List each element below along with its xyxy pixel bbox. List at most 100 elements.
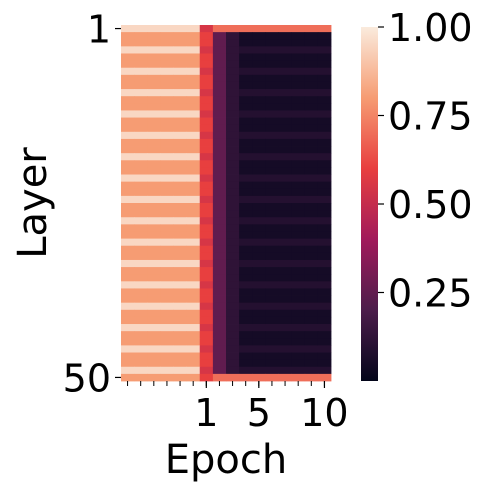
heatmap-cell [199, 373, 214, 382]
heatmap-cell [173, 238, 188, 247]
heatmap-cell [317, 324, 332, 332]
heatmap-cell [317, 46, 332, 54]
heatmap-cell [212, 110, 227, 118]
heatmap-cell [304, 331, 319, 339]
heatmap-cell [278, 259, 293, 268]
heatmap-cell [226, 96, 240, 104]
heatmap-cell [173, 324, 188, 332]
heatmap-cell [265, 217, 279, 225]
heatmap-cell [199, 39, 214, 47]
heatmap-cell [317, 345, 332, 353]
heatmap-cell [291, 53, 306, 61]
heatmap-cell [291, 195, 306, 204]
heatmap-cell [199, 60, 214, 69]
heatmap-cell [134, 89, 148, 97]
heatmap-cell [239, 117, 253, 126]
heatmap-cell [147, 295, 161, 304]
heatmap-cell [160, 32, 174, 40]
heatmap-cell [278, 338, 293, 346]
heatmap-cell [265, 110, 279, 118]
heatmap-cell [147, 245, 161, 254]
heatmap-cell [186, 217, 201, 225]
heatmap-cell [291, 259, 306, 268]
heatmap-cell [265, 46, 279, 54]
heatmap-cell [239, 281, 253, 289]
heatmap-cell [212, 203, 227, 211]
heatmap-cell [226, 295, 240, 304]
heatmap-cell [252, 74, 266, 83]
heatmap-cell [186, 174, 201, 183]
heatmap-cell [317, 32, 332, 40]
heatmap-cell [252, 309, 266, 318]
heatmap-cell [278, 153, 293, 161]
heatmap-cell [121, 359, 135, 368]
heatmap-cell [212, 67, 227, 76]
heatmap-cell [212, 146, 227, 154]
heatmap-cell [317, 39, 332, 47]
heatmap-cell [147, 352, 161, 361]
heatmap-cell [239, 60, 253, 69]
heatmap-cell [304, 217, 319, 225]
heatmap-cell [291, 316, 306, 325]
heatmap-cell [252, 252, 266, 261]
heatmap-cell [147, 81, 161, 90]
heatmap-cell [134, 267, 148, 275]
heatmap-cell [212, 295, 227, 304]
heatmap-cell [173, 60, 188, 69]
heatmap-cell [252, 174, 266, 183]
heatmap-cell [134, 167, 148, 175]
heatmap-cell [239, 103, 253, 111]
heatmap-cell [278, 252, 293, 261]
heatmap-cell [265, 309, 279, 318]
heatmap-cell [304, 110, 319, 118]
heatmap-cell [226, 267, 240, 275]
heatmap-cell [199, 267, 214, 275]
heatmap-cell [160, 274, 174, 282]
heatmap-cell [291, 103, 306, 111]
heatmap-cell [199, 103, 214, 111]
heatmap-cell [186, 146, 201, 154]
heatmap-cell [278, 352, 293, 361]
heatmap-cell [239, 110, 253, 118]
heatmap-cell [186, 274, 201, 282]
heatmap-cell [226, 181, 240, 190]
heatmap-cell [199, 366, 214, 375]
heatmap-cell [147, 345, 161, 353]
heatmap-cell [173, 117, 188, 126]
heatmap-cell [160, 53, 174, 61]
heatmap-cell [173, 345, 188, 353]
heatmap-cell [173, 359, 188, 368]
heatmap-cell [291, 252, 306, 261]
heatmap-cell [121, 203, 135, 211]
heatmap-cell [317, 316, 332, 325]
heatmap-cell [304, 309, 319, 318]
heatmap-cell [304, 138, 319, 147]
heatmap-cell [186, 345, 201, 353]
heatmap-cell [186, 103, 201, 111]
heatmap-cell [239, 345, 253, 353]
heatmap-cell [291, 25, 306, 33]
heatmap-cell [252, 203, 266, 211]
heatmap-cell [226, 217, 240, 225]
heatmap-cell [304, 324, 319, 332]
heatmap-cell [226, 281, 240, 289]
heatmap-cell [291, 138, 306, 147]
heatmap-cell [226, 39, 240, 47]
heatmap-cell [226, 167, 240, 175]
heatmap-cell [252, 316, 266, 325]
heatmap-cell [186, 316, 201, 325]
heatmap-cell [304, 103, 319, 111]
heatmap-cell [291, 245, 306, 254]
heatmap-cell [121, 338, 135, 346]
colorbar-tick-label: 1.00 [388, 6, 473, 50]
heatmap-cell [147, 288, 161, 296]
heatmap-cell [265, 345, 279, 353]
heatmap-cell [304, 74, 319, 83]
heatmap-cell [278, 67, 293, 76]
heatmap-cell [199, 245, 214, 254]
heatmap-cell [186, 302, 201, 311]
heatmap-cell [199, 131, 214, 140]
heatmap-cell [186, 373, 201, 382]
heatmap-cell [278, 359, 293, 368]
heatmap-cell [265, 245, 279, 254]
